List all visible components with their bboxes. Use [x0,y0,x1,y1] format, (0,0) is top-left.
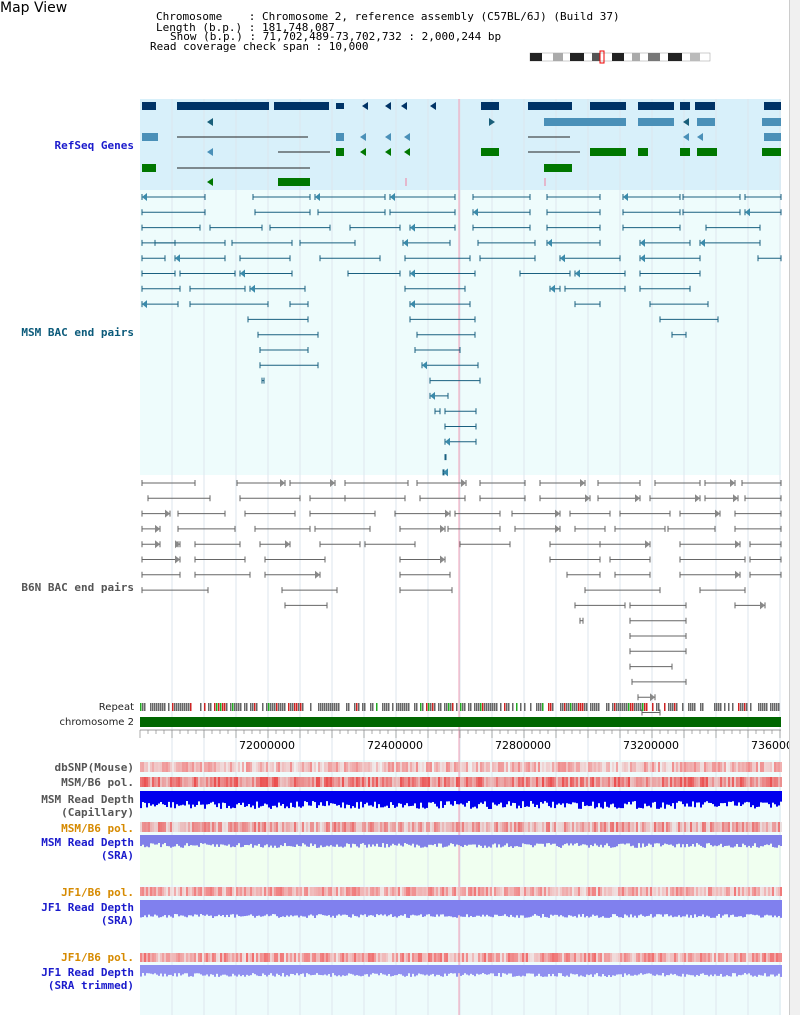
track-label-jf1-depth-sra[interactable]: JF1 Read Depth [41,901,134,914]
axis-tick-label: 72800000 [495,739,551,752]
track-label-msm-b6-pol[interactable]: MSM/B6 pol. [61,776,134,789]
track-label-jf1-depth-trimmed[interactable]: JF1 Read Depth [41,966,134,979]
polymorphism-tracks[interactable] [140,762,782,977]
track-label-dbsnp[interactable]: dbSNP(Mouse) [54,761,134,774]
vertical-gridlines [171,99,781,1015]
track-label-msm-depth-capillary[interactable]: MSM Read Depth [41,793,134,806]
track-label-jf1-b6-pol[interactable]: JF1/B6 pol. [61,886,134,899]
position-axis: 72000000 72400000 72800000 73200000 73600000 [139,729,800,752]
track-label-refseq[interactable]: RefSeq Genes [54,139,134,152]
track-label-msm-b6-pol-sra[interactable]: MSM/B6 pol. [61,822,134,835]
track-label-sra-trimmed: (SRA trimmed) [47,979,134,992]
chromosome-bar[interactable] [140,717,781,727]
coverage-span-info: Read coverage check span : 10,000 [150,40,369,53]
track-label-msm-bac[interactable]: MSM BAC end pairs [21,326,134,339]
show-range-info: Show (b.p.) : 71,702,489-73,702,732 : 2,… [170,30,502,43]
track-label-b6n-bac[interactable]: B6N BAC end pairs [21,581,134,594]
msm-bac-pairs[interactable] [141,193,782,477]
axis-tick-label: 72400000 [367,739,423,752]
track-label-capillary: (Capillary) [61,806,134,819]
refseq-gene-glyphs[interactable] [142,102,781,186]
track-label-jf1-sra: (SRA) [100,914,134,927]
page-title: Map View [0,0,68,16]
track-label-jf1-b6-pol-2[interactable]: JF1/B6 pol. [61,951,134,964]
vertical-scrollbar[interactable] [789,0,800,1015]
chromosome-info: Chromosome : Chromosome 2, reference ass… [156,10,620,23]
axis-tick-label: 72000000 [239,739,295,752]
chromosome-ideogram[interactable] [529,50,711,64]
track-label-sra: (SRA) [100,849,134,862]
length-info: Length (b.p.) : 181,748,087 [156,21,335,34]
axis-tick-label: 73600000 [751,739,800,752]
repeat-track[interactable] [140,703,780,711]
track-label-chromosome[interactable]: chromosome 2 [59,717,134,728]
b6n-bac-pairs[interactable] [141,479,782,716]
axis-tick-label: 73200000 [623,739,679,752]
track-label-msm-depth-sra[interactable]: MSM Read Depth [41,836,134,849]
track-label-repeat[interactable]: Repeat [98,702,134,713]
